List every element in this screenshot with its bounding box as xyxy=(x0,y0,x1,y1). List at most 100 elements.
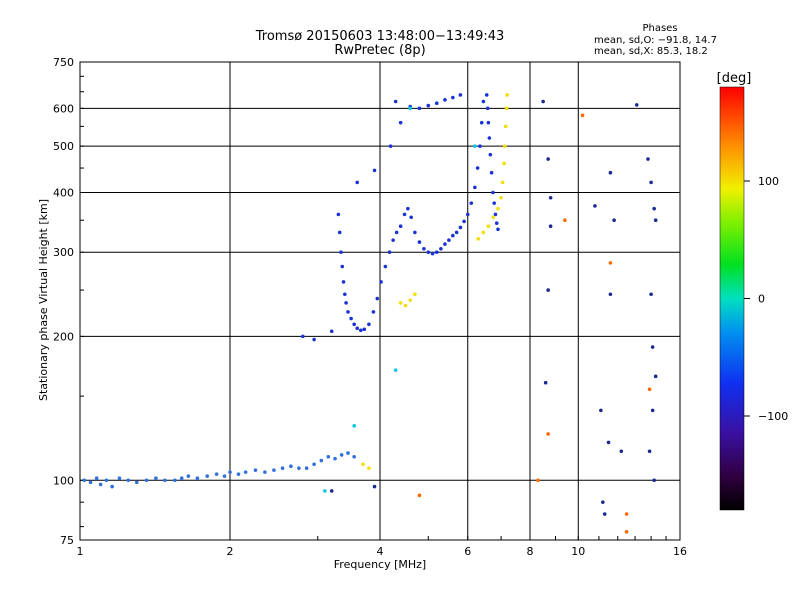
data-point xyxy=(406,206,410,211)
data-point xyxy=(650,408,655,413)
x-tick-label: 6 xyxy=(464,545,471,558)
data-point xyxy=(599,408,603,413)
data-point xyxy=(580,113,585,118)
data-point xyxy=(606,440,611,445)
data-point xyxy=(489,170,494,175)
y-tick-label: 100 xyxy=(53,474,74,487)
y-tick-label: 75 xyxy=(60,534,74,547)
y-tick-label: 500 xyxy=(53,140,74,153)
grid-lines xyxy=(80,62,680,540)
data-point xyxy=(280,466,285,470)
data-point xyxy=(451,95,455,100)
data-point xyxy=(387,250,392,255)
data-point xyxy=(417,493,422,498)
data-point xyxy=(647,449,652,454)
data-point xyxy=(391,238,395,242)
data-point xyxy=(417,106,422,111)
colorbar xyxy=(719,86,745,511)
data-point xyxy=(398,224,403,229)
data-point xyxy=(379,280,383,284)
data-point xyxy=(593,204,597,208)
data-point xyxy=(548,224,553,229)
chart-subtitle: RwPretec (8p) xyxy=(334,43,425,58)
data-point xyxy=(413,230,417,235)
data-point xyxy=(649,180,653,185)
data-point xyxy=(458,225,463,230)
data-point xyxy=(465,212,470,217)
data-point xyxy=(491,215,496,220)
data-point xyxy=(491,190,495,195)
data-point xyxy=(104,478,109,483)
phase-line-o: mean, sd,O: −91.8, 14.7 xyxy=(594,35,717,46)
colorbar-tick-label: −100 xyxy=(758,410,788,423)
data-point xyxy=(469,201,474,205)
data-point xyxy=(339,250,343,255)
data-point xyxy=(134,480,139,485)
data-point xyxy=(355,180,359,185)
data-point xyxy=(236,472,241,476)
data-point xyxy=(329,489,334,493)
data-point xyxy=(408,298,413,303)
data-point xyxy=(548,195,553,200)
data-point xyxy=(426,103,431,108)
data-point xyxy=(343,292,347,297)
data-point xyxy=(214,472,219,476)
chart-title: Tromsø 20150603 13:48:00−13:49:43 xyxy=(255,29,505,44)
y-tick-label: 400 xyxy=(53,186,74,199)
data-point xyxy=(372,168,377,173)
data-point xyxy=(543,380,548,385)
data-point xyxy=(398,120,403,125)
data-point xyxy=(329,329,334,334)
data-point xyxy=(371,310,376,314)
data-point xyxy=(612,218,616,223)
data-point xyxy=(486,224,491,229)
data-point xyxy=(439,246,443,251)
data-point xyxy=(546,432,550,436)
data-point xyxy=(634,103,639,107)
data-point xyxy=(481,99,486,104)
data-point xyxy=(222,474,227,478)
data-point xyxy=(417,240,422,244)
data-point xyxy=(367,466,371,470)
data-point xyxy=(110,484,114,489)
data-point xyxy=(352,424,356,428)
data-point xyxy=(393,368,398,372)
data-point xyxy=(443,98,447,102)
data-point xyxy=(144,478,149,483)
data-point xyxy=(443,242,447,246)
data-point xyxy=(502,144,507,148)
data-point xyxy=(652,478,656,483)
data-point xyxy=(312,462,316,467)
y-tick-label: 200 xyxy=(53,330,74,343)
data-point xyxy=(398,301,403,305)
phase-heading: Phases xyxy=(642,23,677,34)
data-point xyxy=(479,120,484,125)
data-point xyxy=(312,337,316,342)
data-points xyxy=(82,93,658,534)
data-point xyxy=(653,218,658,223)
phase-line-x: mean, sd,X: 85.3, 18.2 xyxy=(594,46,708,57)
data-point xyxy=(473,185,477,190)
data-point xyxy=(117,476,122,481)
x-tick-label: 4 xyxy=(377,545,384,558)
data-point xyxy=(646,157,650,161)
data-point xyxy=(447,238,451,242)
data-point xyxy=(475,166,480,170)
data-point xyxy=(481,230,486,235)
data-point xyxy=(349,316,353,321)
y-tick-label: 600 xyxy=(53,102,74,115)
data-point xyxy=(163,478,167,483)
x-axis-label: Frequency [MHz] xyxy=(334,558,426,571)
data-point xyxy=(393,99,398,104)
data-point xyxy=(372,484,377,489)
data-point xyxy=(619,449,624,454)
y-tick-label: 300 xyxy=(53,246,74,259)
data-point xyxy=(408,106,413,111)
data-point xyxy=(426,250,431,255)
data-point xyxy=(339,453,344,457)
data-point xyxy=(409,215,413,220)
y-axis-label: Stationary phase Virtual Height [km] xyxy=(37,199,50,401)
data-point xyxy=(502,161,506,166)
data-point xyxy=(88,480,93,485)
data-point xyxy=(333,456,337,461)
